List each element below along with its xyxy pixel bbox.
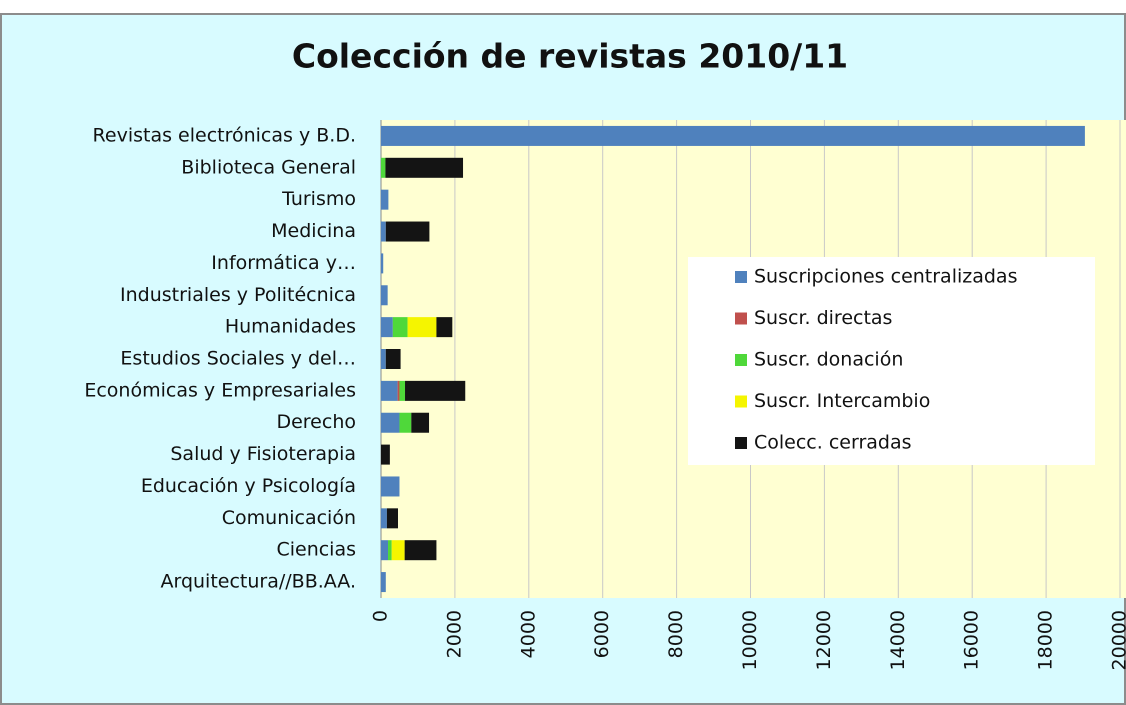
bar-segment — [381, 572, 386, 593]
bar-segment — [381, 380, 398, 401]
bar-segment — [386, 508, 398, 529]
y-tick-label: Salud y Fisioterapia — [170, 443, 356, 465]
bar-segment — [405, 380, 466, 401]
bar-segment — [385, 157, 464, 178]
bar-segment — [399, 412, 412, 433]
bar-segment — [381, 285, 388, 306]
bar-segment — [381, 157, 386, 178]
bar-segment — [381, 508, 387, 529]
legend-label: Suscr. Intercambio — [754, 390, 930, 412]
y-tick-label: Comunicación — [222, 507, 356, 529]
bar-segment — [436, 317, 453, 338]
bar-segment — [381, 125, 1085, 146]
bar-segment — [385, 349, 401, 369]
x-tick-label: 0 — [370, 610, 392, 622]
x-tick-label: 2000 — [443, 610, 465, 658]
bar-segment — [381, 221, 386, 242]
legend-marker — [735, 395, 747, 408]
bar-segment — [381, 476, 400, 497]
x-tick-label: 14000 — [887, 610, 909, 670]
y-tick-label: Biblioteca General — [181, 156, 356, 178]
bar-segment — [404, 540, 437, 561]
x-tick-label: 4000 — [517, 610, 539, 658]
chart-title: Colección de revistas 2010/11 — [292, 37, 848, 76]
y-tick-label: Humanidades — [225, 316, 356, 338]
x-tick-label: 16000 — [961, 610, 983, 670]
x-tick-label: 12000 — [813, 610, 835, 670]
legend-box — [688, 257, 1095, 465]
x-tick-label: 10000 — [739, 610, 761, 670]
x-tick-label: 8000 — [665, 610, 687, 658]
bar-segment — [381, 349, 386, 369]
bar-segment — [381, 540, 389, 561]
bar-segment — [399, 380, 406, 401]
y-tick-label: Estudios Sociales y del… — [120, 348, 356, 370]
y-tick-label: Turismo — [281, 188, 356, 210]
y-tick-label: Revistas electrónicas y B.D. — [93, 124, 356, 146]
y-tick-label: Educación y Psicología — [141, 475, 356, 497]
y-tick-label: Derecho — [276, 411, 356, 433]
legend-marker — [735, 354, 747, 366]
y-tick-label: Industriales y Politécnica — [120, 284, 356, 306]
bar-segment — [381, 253, 384, 274]
y-tick-label: Ciencias — [276, 539, 356, 561]
y-tick-label: Medicina — [271, 220, 356, 242]
legend-marker — [735, 437, 747, 449]
legend-label: Suscr. directas — [754, 307, 892, 329]
bar-segment — [397, 380, 400, 401]
x-tick-label: 6000 — [591, 610, 613, 658]
bar-segment — [381, 444, 390, 465]
legend-label: Suscr. donación — [754, 349, 903, 371]
legend-label: Suscripciones centralizadas — [754, 266, 1017, 288]
y-tick-label: Arquitectura//BB.AA. — [160, 571, 356, 593]
y-tick-label: Informática y… — [211, 252, 356, 274]
legend-marker — [735, 312, 747, 325]
bar-segment — [381, 317, 393, 338]
x-tick-label: 20000 — [1109, 610, 1126, 670]
legend-label: Colecc. cerradas — [754, 432, 912, 454]
bar-segment — [381, 189, 389, 210]
bar-segment — [392, 317, 408, 338]
bar-segment — [407, 317, 437, 338]
legend-marker — [735, 271, 747, 283]
bar-segment — [381, 412, 400, 433]
x-tick-label: 18000 — [1035, 610, 1057, 670]
y-tick-label: Económicas y Empresariales — [84, 379, 356, 401]
bar-segment — [411, 412, 430, 433]
bar-segment — [385, 221, 430, 242]
bar-segment — [391, 540, 405, 561]
bar-segment — [388, 540, 392, 561]
